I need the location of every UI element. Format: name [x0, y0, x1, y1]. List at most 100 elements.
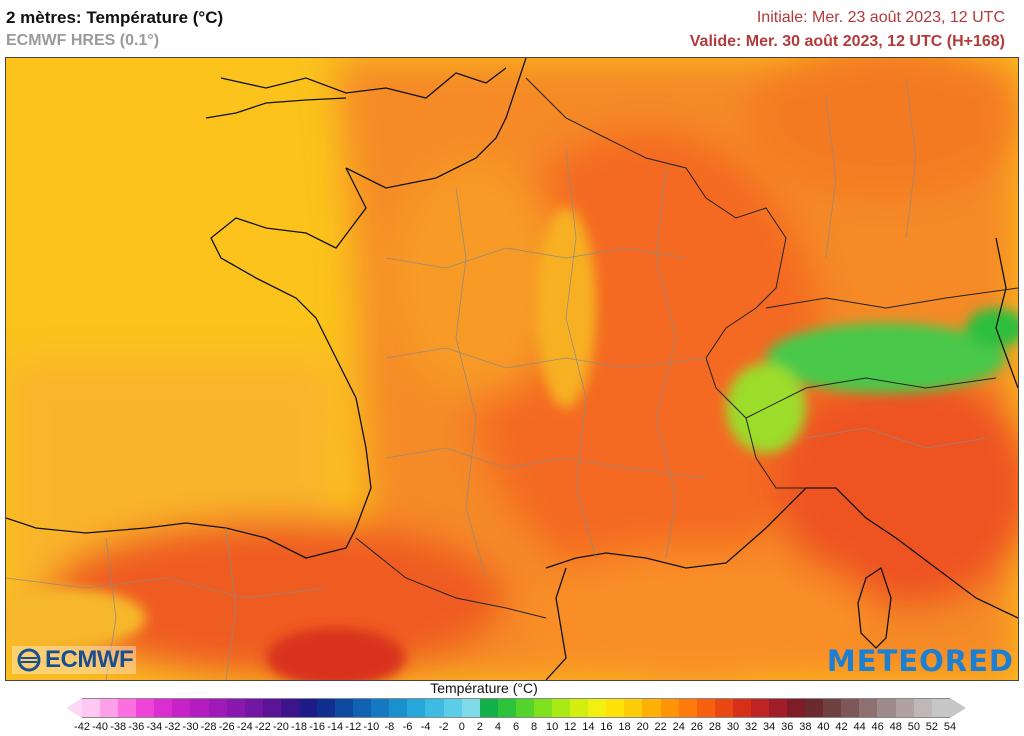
region-line-5	[565, 147, 597, 559]
color-bar-tick-label: -14	[327, 721, 344, 733]
spain-region-line-1	[6, 577, 327, 599]
color-bar-segment	[497, 699, 516, 717]
color-bar-segment	[443, 699, 462, 717]
spain-region-line-3	[225, 527, 237, 680]
color-bar-tick-label: -16	[309, 721, 326, 733]
catalonia-coast	[545, 567, 567, 680]
color-bar-segment	[208, 699, 227, 717]
map-title: 2 mètres: Température (°C)	[6, 8, 224, 27]
alps-east-cool-zone	[966, 308, 1018, 348]
color-bar-tick-label: -4	[420, 721, 431, 733]
pyrenees-hot-spot	[266, 628, 406, 680]
color-bar-tick-label: -42	[74, 721, 90, 733]
iberia-hot-zone	[46, 518, 506, 678]
region-line-1	[385, 247, 687, 269]
color-bar-tick-label: -10	[363, 721, 380, 733]
color-bar-tick-label: 2	[476, 721, 483, 733]
ecmwf-logo: ECMWF	[12, 646, 137, 674]
germany-hot-zone	[746, 58, 1018, 198]
color-bar-segment	[425, 699, 444, 717]
england-channel-coast	[205, 97, 347, 119]
color-bar-segment	[172, 699, 191, 717]
color-bar-segment	[371, 699, 390, 717]
color-bar-tick-label: 42	[835, 721, 848, 733]
color-bar-segment	[787, 699, 806, 717]
color-bar-tick-label: -36	[128, 721, 145, 733]
color-bar-segment	[660, 699, 679, 717]
france-atlantic-coast	[6, 167, 372, 559]
galicia-mild-zone	[6, 588, 146, 648]
color-bar-tick-label: -2	[438, 721, 449, 733]
color-bar-tick-label: -30	[182, 721, 199, 733]
color-bar-max-arrow	[950, 698, 966, 718]
color-bar-segment	[859, 699, 878, 717]
color-bar-segment	[533, 699, 553, 717]
loire-mild-zone	[386, 158, 566, 398]
saone-mild-zone	[536, 208, 596, 408]
color-bar-tick-label: 32	[744, 721, 758, 733]
color-bar-tick-label: 24	[672, 721, 685, 733]
meteored-logo: METEORED	[826, 644, 1014, 678]
color-bar-segment	[624, 699, 643, 717]
mediterranean-field	[516, 548, 876, 680]
color-bar-tick-label: 18	[618, 721, 631, 733]
color-bar-segment	[407, 699, 426, 717]
color-bar-tick-label: 52	[925, 721, 939, 733]
color-bar-tick-label: 14	[582, 721, 595, 733]
color-bar-tick-label: 28	[708, 721, 722, 733]
color-bar-tick-label: 0	[458, 721, 465, 733]
italy-region-line	[805, 427, 987, 449]
color-bar-segment	[118, 699, 137, 717]
color-bar-segments	[82, 698, 950, 718]
color-bar-segment	[805, 699, 824, 717]
color-bar-segment	[768, 699, 788, 717]
region-line-4	[455, 187, 487, 579]
color-bar-segment	[317, 699, 336, 717]
color-bar-segment	[100, 699, 119, 717]
region-line-3	[385, 447, 707, 479]
color-bar-tick-label: 12	[564, 721, 577, 733]
corsica-coast	[857, 566, 892, 649]
color-bar-tick-label: -26	[218, 721, 235, 733]
alps-cool-zone	[766, 323, 1006, 393]
model-label: ECMWF HRES (0.1°)	[6, 32, 160, 49]
color-bar-segment	[931, 699, 950, 717]
italy-hot-zone	[776, 368, 1018, 608]
color-bar-segment	[696, 699, 715, 717]
color-bar-segment	[570, 699, 589, 717]
color-bar-tick-label: 40	[817, 721, 830, 733]
color-bar-segment	[244, 699, 263, 717]
color-bar-tick-label: -18	[291, 721, 307, 733]
color-bar-tick-label: -34	[146, 721, 163, 733]
color-bar-tick-label: 26	[690, 721, 703, 733]
color-bar-segment	[515, 699, 534, 717]
color-bar-tick-label: 38	[799, 721, 812, 733]
normandy-coast	[345, 58, 527, 189]
color-bar-tick-label: -6	[402, 721, 413, 733]
temperature-map[interactable]: ECMWF METEORED	[5, 57, 1019, 681]
color-bar-segment	[895, 699, 914, 717]
initial-time: Initiale: Mer. 23 août 2023, 12 UTC	[756, 9, 1005, 26]
color-bar-segment	[262, 699, 281, 717]
color-bar-tick-label: -38	[110, 721, 127, 733]
country-borders	[355, 77, 1018, 619]
color-bar-segment	[389, 699, 408, 717]
color-bar-min-arrow	[66, 698, 82, 718]
color-bar-tick-label: 16	[600, 721, 613, 733]
color-bar-segment	[750, 699, 769, 717]
color-bar-tick-label: 44	[853, 721, 866, 733]
color-bar-tick-label: -12	[345, 721, 362, 733]
england-south-coast	[220, 67, 507, 99]
france-east-border	[525, 77, 806, 489]
color-bar-segment	[841, 699, 860, 717]
color-bar-segment	[335, 699, 354, 717]
color-bar-segment	[479, 699, 498, 717]
color-bar-tick-label: -24	[236, 721, 253, 733]
color-bar-segment	[226, 699, 245, 717]
color-bar-segment	[606, 699, 625, 717]
coastlines	[6, 58, 1018, 680]
color-bar-segment	[353, 699, 372, 717]
color-bar-segment	[678, 699, 697, 717]
color-bar-segment	[136, 699, 155, 717]
color-bar-segment	[461, 699, 480, 717]
